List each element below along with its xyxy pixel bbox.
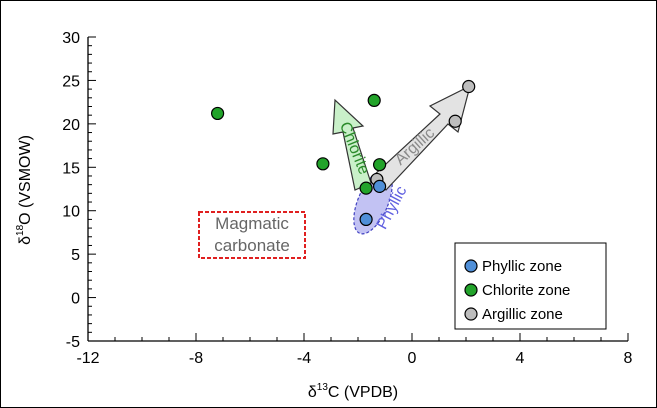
data-point [359, 181, 373, 195]
y-tick-label: 15 [62, 160, 80, 177]
legend-marker [464, 283, 478, 297]
y-tick-label: 10 [62, 204, 80, 221]
x-axis-title-rest: C (VPDB) [328, 384, 398, 401]
legend: Phyllic zone Chlorite zone Argillic zone [454, 242, 607, 330]
legend-label: Phyllic zone [482, 258, 562, 275]
y-tick-label: 5 [71, 247, 80, 264]
magmatic-carbonate-box [198, 211, 306, 259]
x-tick-label: -12 [76, 350, 99, 367]
chlorite-arrow [332, 98, 372, 191]
x-tick-label: -4 [297, 350, 311, 367]
data-point [373, 158, 387, 172]
ticks-layer: -12 -8 -4 0 4 8 -5 0 5 10 15 20 25 30 [62, 30, 632, 367]
legend-items: Phyllic zone Chlorite zone Argillic zone [464, 258, 570, 323]
data-point [359, 212, 373, 226]
data-point [367, 93, 381, 108]
legend-label: Chlorite zone [482, 282, 570, 299]
y-axis-title-sup: 18 [15, 224, 26, 236]
magmatic-label-line2: carbonate [214, 236, 290, 255]
y-tick-label: 25 [62, 73, 80, 90]
legend-marker [464, 307, 478, 321]
x-tick-label: -8 [189, 350, 203, 367]
y-tick-label: 30 [62, 30, 80, 47]
annotations-layer: Magmatic carbonate Chlorite Argillic Phy… [198, 84, 471, 259]
legend-box [454, 242, 607, 330]
x-tick-label: 0 [408, 350, 417, 367]
data-point [462, 79, 476, 94]
data-point [448, 114, 462, 128]
data-point [211, 106, 225, 121]
argillic-arrow-label: Argillic [392, 125, 438, 169]
legend-marker [464, 259, 478, 273]
x-axis-title-sup: 13 [317, 382, 329, 393]
y-tick-label: 0 [71, 291, 80, 308]
data-point [316, 157, 330, 171]
x-axis-title-symbol: δ [308, 384, 317, 401]
legend-label: Argillic zone [482, 306, 563, 323]
y-tick-label: -5 [66, 334, 80, 351]
y-axis-title-rest: O (VSMOW) [17, 135, 34, 225]
magmatic-label-line1: Magmatic [215, 214, 289, 233]
argillic-arrow [372, 84, 471, 191]
points-layer [211, 79, 476, 226]
y-tick-label: 20 [62, 117, 80, 134]
x-axis-title: δ13C (VPDB) [308, 382, 398, 401]
y-axis-title-symbol: δ [17, 236, 34, 245]
y-axis-title: δ18O (VSMOW) [15, 135, 34, 245]
chlorite-arrow-label: Chlorite [336, 120, 372, 178]
x-tick-label: 8 [624, 350, 633, 367]
data-point [373, 179, 387, 193]
x-tick-label: 4 [516, 350, 525, 367]
